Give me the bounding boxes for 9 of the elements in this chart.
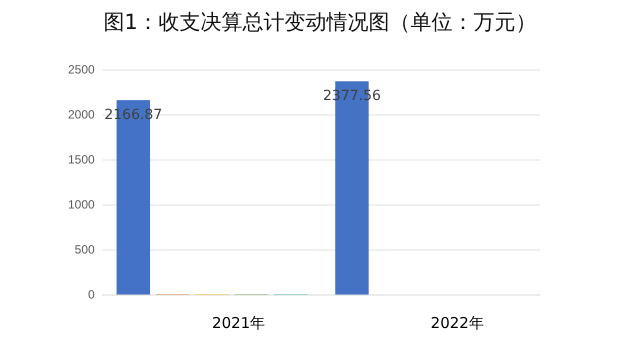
y-tick-label: 1500	[68, 152, 96, 166]
y-tick-label: 2500	[68, 62, 96, 77]
chart-title: 图1：收支决算总计变动情况图（单位：万元）	[102, 9, 538, 36]
y-tick-label: 1000	[68, 197, 96, 212]
x-tick-label: 2021年	[212, 314, 266, 332]
y-tick-label: 500	[74, 242, 96, 256]
y-tick-label: 2000	[68, 107, 96, 122]
x-tick-label: 2022年	[430, 314, 484, 332]
y-tick-label: 0	[88, 287, 96, 302]
